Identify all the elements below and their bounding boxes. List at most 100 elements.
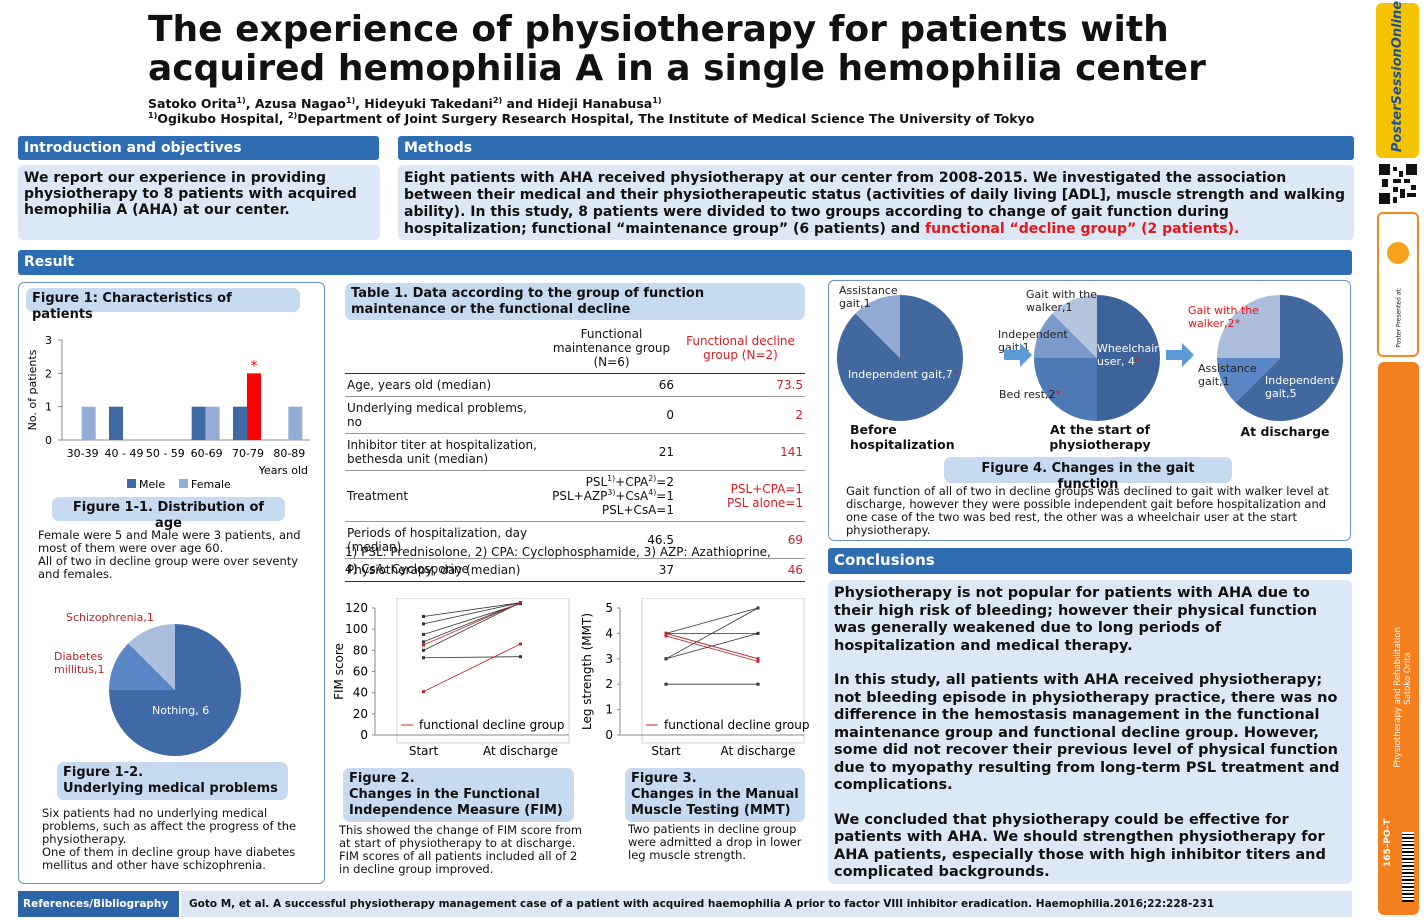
cell: 73.5: [676, 373, 805, 397]
references-text: Goto M, et al. A successful physiotherap…: [181, 891, 1352, 917]
cell: 37: [547, 558, 676, 582]
slice-label: Nothing, 6: [152, 704, 232, 717]
bar: [233, 406, 247, 440]
y-label: Leg strength (MMT): [580, 613, 594, 730]
chart-svg: 0 1 2 3 4 5 Leg strength (MMT) Start At discharg…: [580, 597, 809, 758]
line: PSL alone=1: [726, 496, 803, 510]
section-header: Conclusions: [828, 548, 1352, 574]
line: [423, 656, 521, 659]
text-run: PSL: [585, 475, 608, 489]
marker: [664, 631, 668, 635]
y-tick-label: 2: [605, 677, 613, 691]
slice: [1217, 358, 1280, 403]
text-run: and Hideji Hanabusa: [502, 96, 653, 111]
slice: [1052, 295, 1097, 358]
chart-svg: [837, 295, 963, 421]
panel: [828, 280, 1351, 541]
line: Figure 3.: [631, 771, 697, 786]
line: The experience of physiotherapy for pati…: [148, 9, 1169, 50]
slice: [1217, 295, 1280, 358]
bar: [191, 406, 206, 440]
marker: [756, 657, 760, 661]
paragraph: Physiotherapy is not popular for patient…: [834, 585, 1318, 654]
table: Functional maintenance group (N=6) Functi…: [345, 325, 805, 582]
bar: [288, 406, 303, 440]
legend-label: Female: [191, 478, 231, 491]
label-text: Gait with the walker,2: [1188, 304, 1260, 330]
bar: [81, 406, 96, 440]
marker: [756, 659, 760, 663]
chart: 0 20 40 60 80 100 120 FIM score Start At discharg…: [330, 597, 575, 763]
x-tick-label: 80-89: [273, 447, 305, 460]
cell: 2: [676, 396, 805, 434]
brand: PosterSessionOnline: [1390, 0, 1405, 153]
slice: [128, 624, 175, 690]
row: Periods of hospitalization, day (median)…: [345, 521, 805, 559]
superscript: 1): [652, 94, 662, 105]
line: PSL1)+CPA2)=2: [549, 475, 674, 489]
cell: 66: [547, 373, 676, 397]
authors: Satoko Orita1), Azusa Nagao1), Hideyuki …: [148, 96, 662, 111]
arrow: [1166, 343, 1194, 367]
icon: [1387, 242, 1409, 264]
y-tick-label: 0: [360, 728, 368, 742]
chart: Independent gait,5 Assistance gait,1 Gait …: [1185, 285, 1347, 435]
y-tick-label: 1: [45, 401, 52, 414]
row: Underlying medical problems, no 0 2: [345, 396, 805, 434]
code: 165–PO–T: [1383, 818, 1393, 867]
marker: [664, 682, 668, 686]
row: Physiotherapy, day (median) 37 46: [345, 558, 805, 582]
marker: [519, 655, 522, 659]
cell: Inhibitor titer at hospitalization, beth…: [345, 433, 547, 471]
bar: [247, 373, 261, 440]
figure-caption: Figure 1-1. Distribution of age: [52, 497, 285, 531]
text-run: , Hideyuki Takedani: [355, 96, 493, 111]
chart: 0 1 2 3 4 5 Leg strength (MMT) Start At discharg…: [578, 597, 810, 763]
superscript: 4): [648, 488, 657, 497]
cell: Underlying medical problems, no: [345, 396, 547, 434]
text-run: Satoko Orita: [148, 96, 237, 111]
line: Independence Measure (FIM): [349, 803, 563, 818]
line: Six patients had no underlying medical p…: [42, 806, 297, 846]
cell: Treatment: [345, 470, 547, 522]
label-text: Assistance gait,1: [1198, 362, 1257, 388]
section-header: Result: [18, 250, 1352, 275]
annotation: *: [251, 358, 258, 374]
label-text: Nothing, 6: [152, 704, 210, 717]
label-text: Schizophrenia,1: [66, 611, 154, 624]
text: Female were 5 and Male were 3 patients, …: [38, 529, 320, 581]
text-run: =2: [656, 475, 674, 489]
marker: [756, 631, 760, 635]
line: Muscle Testing (MMT): [631, 803, 791, 818]
x-tick-label: 70-79: [232, 447, 264, 460]
chart: Independent gait,7* Assistance gait,1: [835, 284, 1005, 435]
header-cell: Functional decline group (N=2): [676, 325, 805, 374]
line: Underlying medical problems: [63, 781, 278, 796]
line: Changes in the Manual: [631, 787, 799, 802]
label-text: Gait with the walker,1: [1026, 288, 1098, 314]
header-row: Functional maintenance group (N=6) Functi…: [345, 325, 805, 374]
text: This showed the change of FIM score from…: [339, 823, 583, 876]
superscript: 1): [236, 94, 246, 105]
slice-label: Gait with the walker,1: [1026, 288, 1108, 314]
y-tick-label: 40: [353, 686, 368, 700]
y-tick-label: 3: [45, 334, 52, 347]
y-tick-label: 100: [345, 622, 368, 636]
x-tick-label: At discharge: [483, 744, 558, 758]
superscript: 1): [607, 474, 616, 483]
highlight: functional “decline group” (2 patients).: [925, 221, 1240, 237]
line: [423, 602, 521, 643]
superscript: 2): [287, 109, 298, 120]
text: Two patients in decline group were admit…: [628, 822, 802, 862]
marker: [422, 614, 425, 618]
x-tick-label: 60-69: [191, 447, 223, 460]
label-text: Independent gait,7: [848, 368, 953, 381]
y-tick-label: 120: [345, 601, 368, 615]
y-label: FIM score: [332, 643, 346, 700]
sidebar: Physiotherapy and Rehabilitation Satoko …: [1378, 362, 1419, 915]
marker: [519, 642, 522, 646]
cell: Periods of hospitalization, day (median): [345, 521, 547, 559]
marker: [422, 622, 425, 626]
x-label: Years old: [258, 464, 308, 477]
